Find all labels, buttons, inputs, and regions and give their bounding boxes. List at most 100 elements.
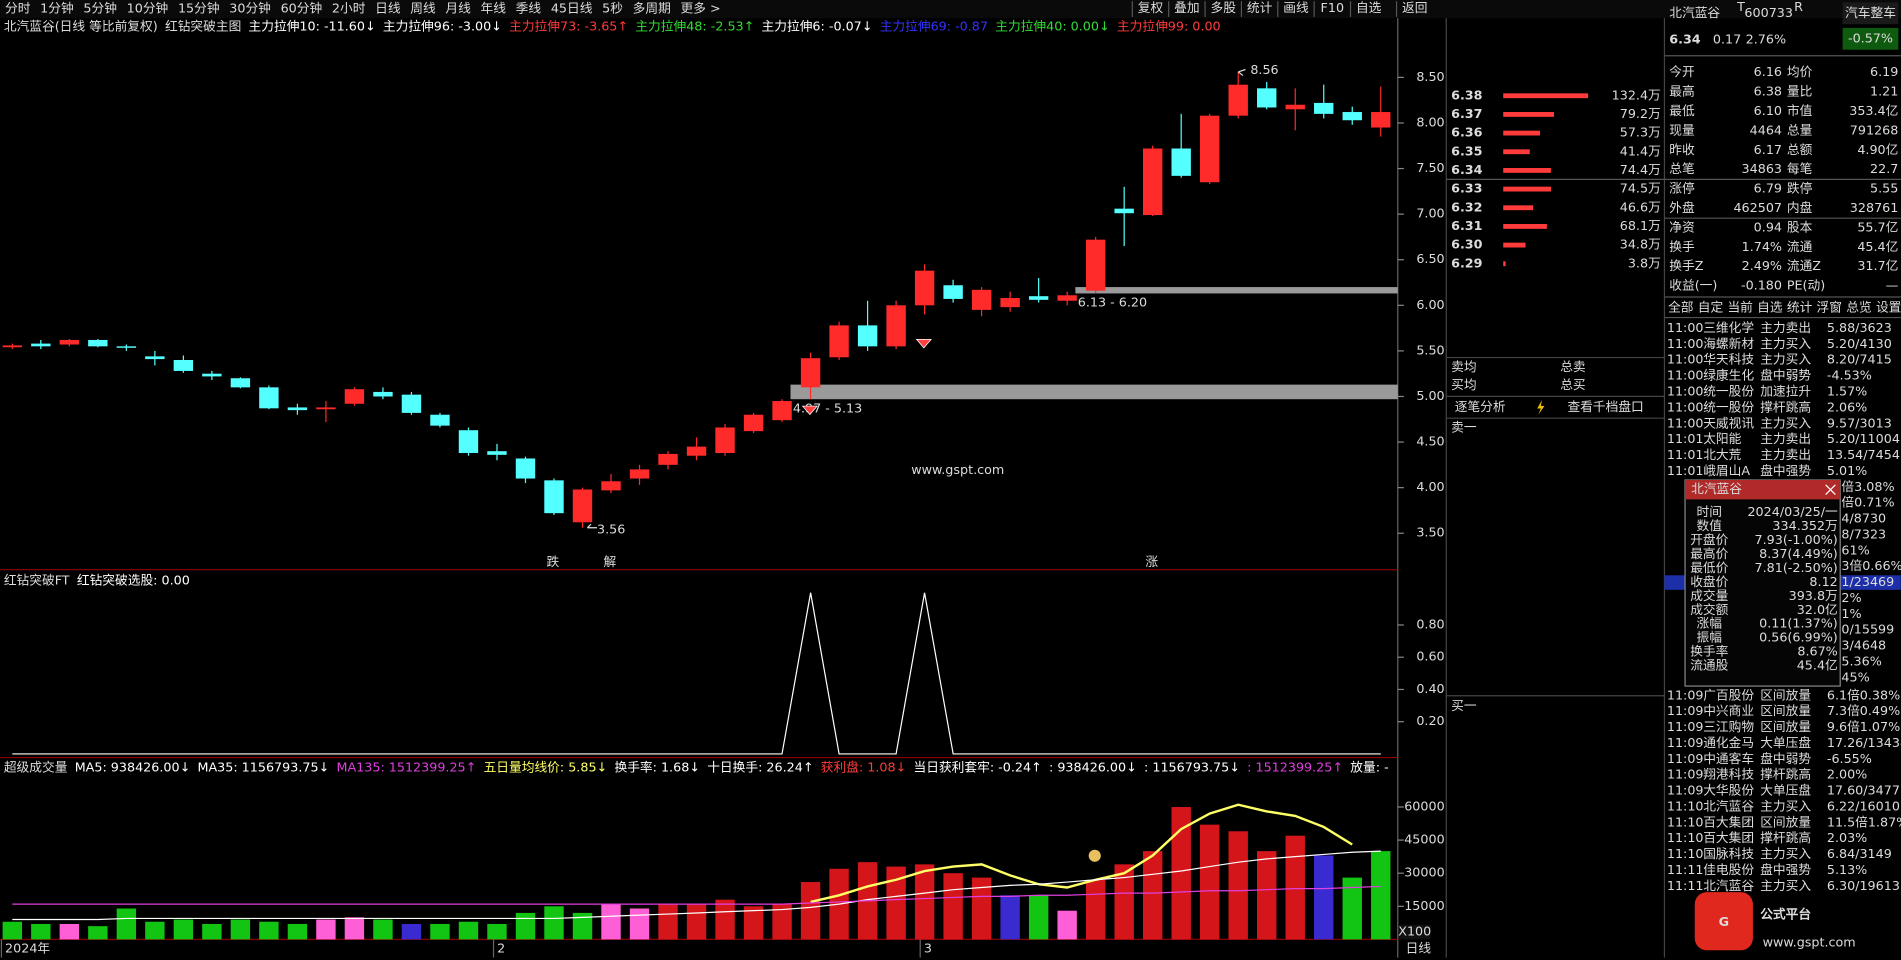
indicator-item: 红钻突破主图 [165,18,241,33]
indicator-item: 主力拉伸40: 0.00↓ [995,18,1109,33]
period-tab[interactable]: 45日线 [551,0,593,15]
volume-bar [515,912,536,940]
toolbar-button[interactable]: 统计 [1247,0,1273,15]
tab[interactable]: 总览 [1846,299,1871,314]
signal-label: 跌 [547,554,560,569]
alert-value: 5.88/3623 [1827,320,1892,335]
volume-bar [772,904,792,940]
tab[interactable]: 统计 [1787,299,1813,314]
order-bar [1503,224,1547,229]
period-tab[interactable]: 10分钟 [127,0,169,15]
volume-bar [658,904,678,940]
alert-event: 区间放量 [1760,719,1811,734]
alert-time: 11:11 [1667,862,1704,877]
toolbar-button[interactable]: 复权 [1138,0,1164,15]
toolbar-button[interactable]: 叠加 [1174,0,1199,15]
tab[interactable]: 设置 [1876,299,1901,314]
alert-stock: 海螺新材 [1703,336,1754,351]
popup-value: 0.11(1.37%) [1759,616,1838,631]
period-tab[interactable]: 1分钟 [40,0,74,15]
alert-value: 11.5倍1.87% [1827,814,1901,829]
candle-body [829,325,849,358]
alert-stock: 北汽蓝谷 [1703,798,1754,813]
order-price: 6.31 [1451,218,1482,233]
candle-body [458,430,479,454]
tab[interactable]: 浮窗 [1817,299,1842,314]
volume-bar [59,923,80,940]
y-tick-label: 6.00 [1416,297,1444,312]
stat-value: 55.7亿 [1857,219,1898,234]
stat-value: — [1886,278,1899,293]
period-tab[interactable]: 60分钟 [281,0,323,15]
alert-stock: 华天科技 [1703,352,1754,367]
tab[interactable]: 当前 [1727,299,1753,314]
period-tab[interactable]: 日线 [375,0,401,15]
toolbar-button[interactable]: 自选 [1356,0,1382,15]
stat-value: 1.74% [1742,239,1782,254]
link[interactable]: 逐笔分析 [1455,399,1506,414]
stat-key: 总额 [1787,142,1813,157]
zone-label: 4.97 - 5.13 [793,400,862,415]
period-tab[interactable]: 2小时 [332,0,366,15]
period-tab[interactable]: 15分钟 [178,0,220,15]
tab[interactable]: 自定 [1698,299,1724,314]
candle-body [401,394,422,413]
toolbar-button[interactable]: 画线 [1283,0,1309,15]
candle-body [173,360,194,371]
order-volume: 68.1万 [1620,218,1661,233]
volume-bar [1000,895,1020,940]
alert-time: 11:09 [1667,783,1704,798]
signal-label: 涨 [1145,554,1158,569]
period-tab[interactable]: 季线 [516,0,542,15]
close-icon[interactable] [1825,484,1836,495]
popup-titlebar [1685,480,1841,500]
alert-value: 5.13% [1827,862,1867,877]
book-label: 买均 [1451,377,1476,392]
stat-value: 31.7亿 [1857,258,1898,273]
sector-pct: -0.57% [1848,30,1893,45]
tab[interactable]: 全部 [1668,299,1694,314]
alert-value: 6.30/19613 [1827,878,1900,893]
volume-bar [1142,851,1163,940]
alert-value: 3/4648 [1841,638,1886,653]
volume-bar [287,923,308,940]
period-tab[interactable]: 多周期 [633,0,671,15]
period-tab[interactable]: 年线 [481,0,507,15]
candle-body [886,305,906,347]
period-tab[interactable]: 周线 [410,0,436,15]
period-tab[interactable]: 分时 [5,0,31,15]
candle-body [857,325,878,347]
candle-body [1257,88,1277,108]
signal-label: 解 [604,554,617,569]
period-tab[interactable]: 5秒 [602,0,623,15]
x-tick-label: 2 [497,941,505,956]
stat-key: 股本 [1787,219,1813,234]
toolbar-button[interactable]: 返回 [1402,0,1427,15]
candle-body [1285,104,1305,110]
alert-event: 主力买入 [1760,798,1811,813]
candle-body [743,414,764,432]
volume-bar [1171,806,1191,940]
period-tab[interactable]: 30分钟 [229,0,271,15]
stat-key: 流通Z [1787,258,1821,273]
indicator-item: 主力拉伸48: -2.53↑ [635,18,754,33]
link[interactable]: 查看千档盘口 [1567,399,1643,414]
period-tab[interactable]: 更多 > [681,0,721,15]
x-tick-label: 3 [924,941,932,956]
order-bar [1503,93,1589,99]
period-tab[interactable]: 月线 [445,0,471,15]
tab[interactable]: 自选 [1757,299,1783,314]
logo-url: www.gspt.com [1763,935,1856,950]
alert-event: 加速拉升 [1760,383,1811,398]
toolbar-button[interactable]: F10 [1321,0,1344,15]
alert-value: 1.57% [1827,383,1867,398]
period-tab[interactable]: 5分钟 [83,0,117,15]
alert-value: 8.20/7415 [1827,352,1892,367]
volume-bar [886,866,906,940]
candle-body [1371,112,1391,128]
candle-body [971,289,992,310]
candle-body [373,391,393,397]
candle-body [1057,295,1077,301]
ma-line [810,803,1353,904]
toolbar-button[interactable]: 多股 [1211,0,1237,15]
